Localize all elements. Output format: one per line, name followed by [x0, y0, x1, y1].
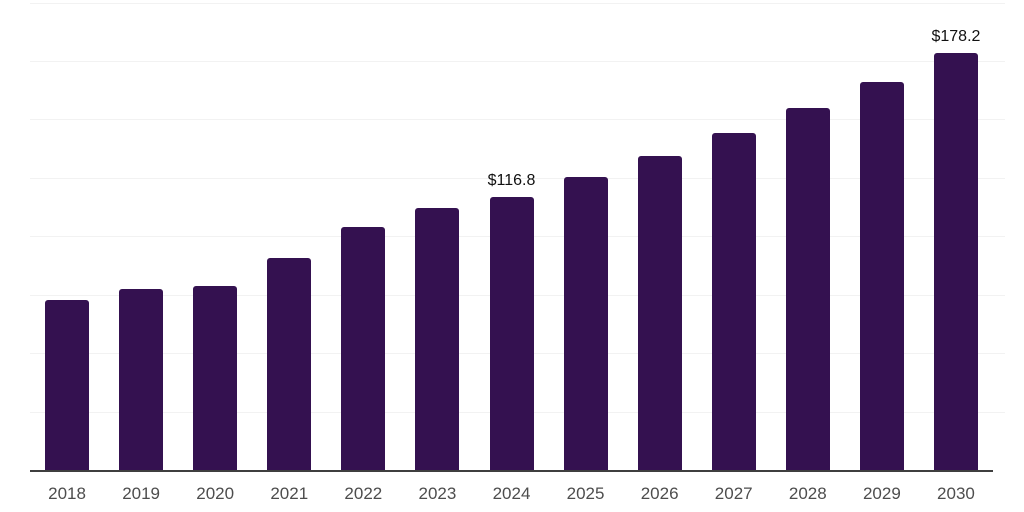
bar-2023 [415, 208, 460, 470]
gridline-150 [30, 119, 1005, 121]
bar-2022 [341, 226, 386, 470]
x-tick-2019: 2019 [122, 484, 161, 503]
x-tick-2020: 2020 [196, 484, 235, 503]
gridline-125 [30, 177, 1005, 179]
gridline-200 [30, 2, 1005, 4]
x-tick-2025: 2025 [566, 484, 605, 503]
bar-value-label-2030: $178.2 [931, 28, 981, 46]
bar-2030 [933, 53, 978, 470]
bar-2019 [119, 288, 164, 470]
bar-2020 [193, 285, 238, 470]
x-tick-2026: 2026 [640, 484, 679, 503]
x-tick-2028: 2028 [788, 484, 827, 503]
x-tick-2023: 2023 [418, 484, 457, 503]
x-tick-2021: 2021 [270, 484, 309, 503]
bar-2024 [489, 196, 534, 470]
bar-2028 [785, 108, 830, 470]
bar-2025 [563, 177, 608, 470]
bar-2026 [637, 155, 682, 470]
bar-2018 [45, 299, 90, 470]
x-tick-2027: 2027 [714, 484, 753, 503]
gridline-175 [30, 60, 1005, 62]
x-tick-2030: 2030 [937, 484, 975, 503]
x-tick-2022: 2022 [344, 484, 383, 503]
x-tick-2024: 2024 [492, 484, 531, 503]
x-tick-2029: 2029 [862, 484, 901, 503]
x-tick-2018: 2018 [48, 484, 86, 503]
bar-2027 [711, 132, 756, 470]
x-axis-line [30, 469, 993, 472]
bar-value-label-2024: $116.8 [487, 171, 536, 189]
bar-2029 [859, 81, 904, 470]
bar-2021 [267, 257, 312, 470]
